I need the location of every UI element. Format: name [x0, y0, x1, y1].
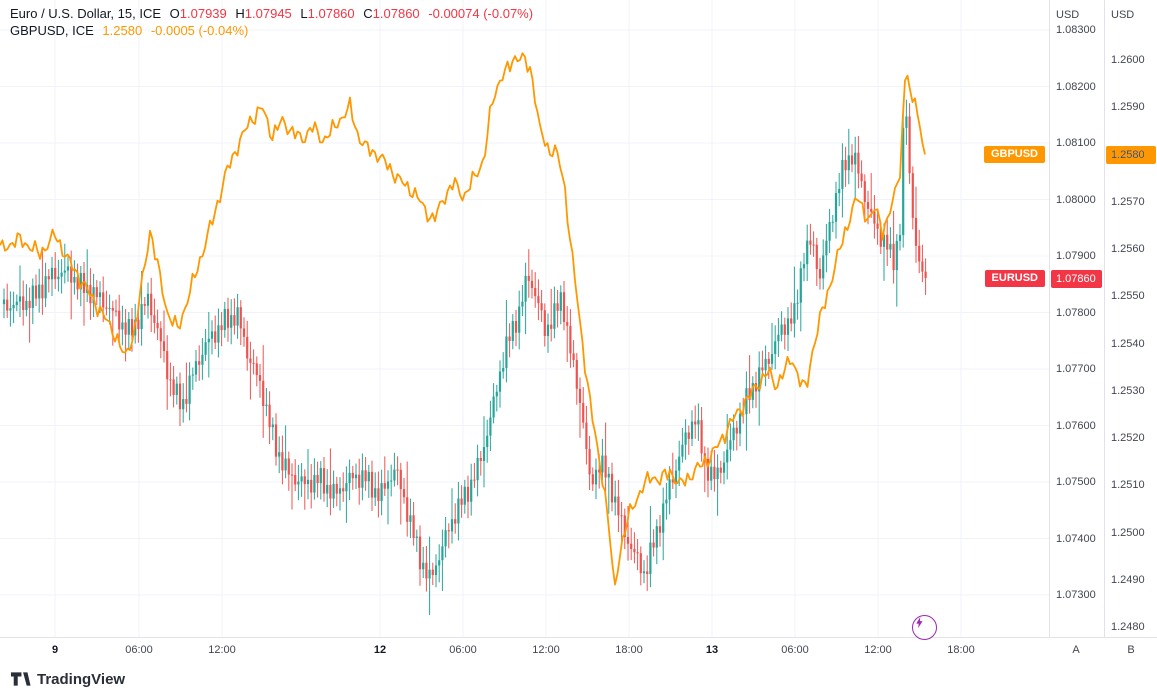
time-tick-label: 06:00	[449, 644, 477, 656]
low-label: L	[300, 6, 308, 21]
price-tick-label: 1.07900	[1056, 250, 1096, 262]
symbol-title: Euro / U.S. Dollar, 15, ICE	[10, 6, 162, 21]
time-tick-label: 18:00	[615, 644, 643, 656]
price-tick-label: 1.2560	[1111, 243, 1145, 255]
gbpusd-line	[0, 52, 926, 586]
price-tick-label: 1.08200	[1056, 80, 1096, 93]
price-tick-label: 1.2580	[1111, 148, 1145, 161]
price-tick-label: 1.2490	[1111, 573, 1145, 586]
legend-row-eurusd[interactable]: Euro / U.S. Dollar, 15, ICE O1.07939 H1.…	[10, 5, 533, 22]
price-scale-a[interactable]: USD 1.07860 1.08300 1.08200 1.08100 1.08000…	[1049, 0, 1104, 637]
gbpusd-symbol-label: GBPUSD	[983, 146, 1045, 163]
price-tick-label: 1.2590	[1111, 101, 1145, 114]
tradingview-logo-text: TradingView	[37, 670, 126, 688]
price-tick-label: 1.2530	[1111, 384, 1145, 397]
price-tick-label: 1.08100	[1056, 137, 1096, 149]
high-label: H	[235, 6, 245, 21]
close-label: C	[363, 6, 373, 21]
price-tick-label: 1.2520	[1111, 432, 1145, 444]
price-tick-label: 1.07600	[1056, 419, 1096, 432]
time-tick-label: 12:00	[208, 644, 236, 656]
tradingview-logo-icon	[10, 672, 31, 686]
time-tick-label: 12	[373, 644, 387, 656]
time-tick-label: 06:00	[781, 644, 809, 656]
time-tick-label: 06:00	[125, 644, 153, 656]
eurusd-price-badge: 1.07860	[1051, 269, 1102, 288]
price-tick-label: 1.07400	[1056, 532, 1096, 545]
close-value: 1.07860	[372, 6, 420, 21]
scale-a-mode-button[interactable]: A	[1072, 644, 1080, 656]
eurusd-symbol-label: EURUSD	[984, 270, 1045, 288]
lightning-button[interactable]	[912, 615, 937, 640]
time-tick-label: 13	[705, 644, 719, 656]
price-chart-svg	[0, 0, 1050, 637]
price-tick-label: 1.07700	[1056, 363, 1096, 375]
time-tick-label: 9	[51, 644, 59, 656]
price-tick-label: 1.07800	[1056, 306, 1096, 319]
price-tick-label: 1.07500	[1056, 476, 1096, 488]
legend-row-gbpusd[interactable]: GBPUSD, ICE 1.2580 -0.0005 (-0.04%)	[10, 22, 533, 39]
change-value: -0.00074 (-0.07%)	[428, 6, 534, 21]
scale-b-mode-button[interactable]: B	[1127, 644, 1135, 656]
scale-a-currency-label: USD	[1056, 9, 1080, 21]
price-tick-label: 1.07300	[1056, 589, 1096, 601]
price-tick-label: 1.08000	[1056, 193, 1096, 206]
lightning-icon	[916, 616, 923, 629]
chart-plot-area[interactable]: GBPUSD EURUSD	[0, 0, 1050, 640]
time-tick-label: 18:00	[947, 644, 975, 656]
price-tick-label: 1.2600	[1111, 54, 1145, 66]
price-tick-label: 1.2540	[1111, 337, 1145, 350]
last-value: 1.2580	[102, 23, 143, 38]
change-value: -0.0005 (-0.04%)	[150, 23, 249, 38]
scale-b-currency-label: USD	[1111, 9, 1135, 21]
low-value: 1.07860	[307, 6, 355, 21]
price-tick-label: 1.2480	[1111, 621, 1145, 633]
price-tick-label: 1.2500	[1111, 526, 1145, 539]
time-axis[interactable]: A B 9 06:00 12:00 12 06:00 12:00 18:00 13 06:00 1…	[0, 637, 1157, 663]
symbol-title: GBPUSD, ICE	[10, 23, 94, 38]
gbpusd-price-badge: 1.2580	[1106, 145, 1156, 164]
price-tick-label: 1.2570	[1111, 195, 1145, 208]
tradingview-logo[interactable]: TradingView	[10, 667, 125, 691]
price-tick-label: 1.2550	[1111, 290, 1145, 303]
open-label: O	[169, 6, 180, 21]
open-value: 1.07939	[179, 6, 227, 21]
legend: Euro / U.S. Dollar, 15, ICE O1.07939 H1.…	[10, 5, 533, 39]
price-tick-label: 1.08300	[1056, 24, 1096, 36]
price-scale-b[interactable]: USD 1.2580 1.2600 1.2590 1.2580 1.2570 1.256…	[1104, 0, 1157, 637]
price-tick-label: 1.2510	[1111, 479, 1145, 492]
time-tick-label: 12:00	[532, 644, 560, 656]
eurusd-candles	[2, 99, 927, 616]
time-tick-label: 12:00	[864, 644, 892, 656]
high-value: 1.07945	[244, 6, 292, 21]
